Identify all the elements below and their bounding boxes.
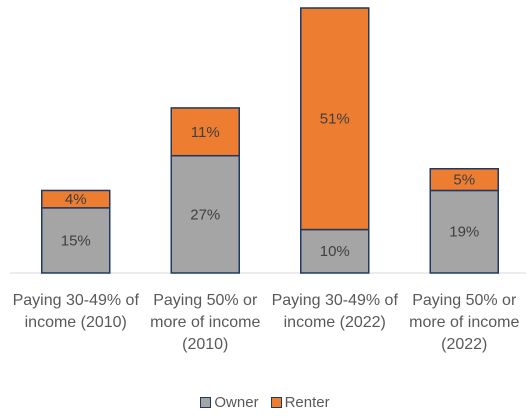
x-tick-label: Paying 50% or more of income (2010) bbox=[150, 292, 261, 353]
data-label: 19% bbox=[449, 224, 479, 241]
data-label: 4% bbox=[65, 191, 87, 208]
x-tick-label: Paying 30-49% of income (2010) bbox=[12, 292, 139, 331]
bar-segment bbox=[429, 167, 499, 192]
legend-item: Renter bbox=[270, 394, 330, 411]
data-label: 15% bbox=[61, 232, 91, 249]
data-label: 11% bbox=[191, 124, 220, 141]
x-tick-label: Paying 30-49% of income (2022) bbox=[271, 292, 398, 331]
bar-segment bbox=[170, 107, 240, 157]
data-label: 27% bbox=[190, 206, 220, 223]
bar-segment bbox=[170, 154, 240, 274]
data-label: 10% bbox=[320, 243, 350, 260]
bar-segment bbox=[429, 189, 499, 274]
legend-label: Renter bbox=[284, 394, 330, 411]
bar-segment bbox=[300, 228, 370, 274]
x-tick-label: Paying 50% or more of income (2022) bbox=[409, 292, 520, 353]
legend-swatch bbox=[200, 397, 212, 408]
bar-segment bbox=[41, 207, 111, 274]
legend: Owner Renter bbox=[0, 394, 530, 411]
data-label: 51% bbox=[320, 111, 350, 128]
data-label: 5% bbox=[453, 172, 475, 189]
legend-item: Owner bbox=[200, 394, 259, 411]
bar-segment bbox=[300, 7, 370, 231]
legend-swatch bbox=[270, 397, 282, 408]
legend-label: Owner bbox=[214, 394, 259, 411]
bar-segment bbox=[41, 189, 111, 209]
